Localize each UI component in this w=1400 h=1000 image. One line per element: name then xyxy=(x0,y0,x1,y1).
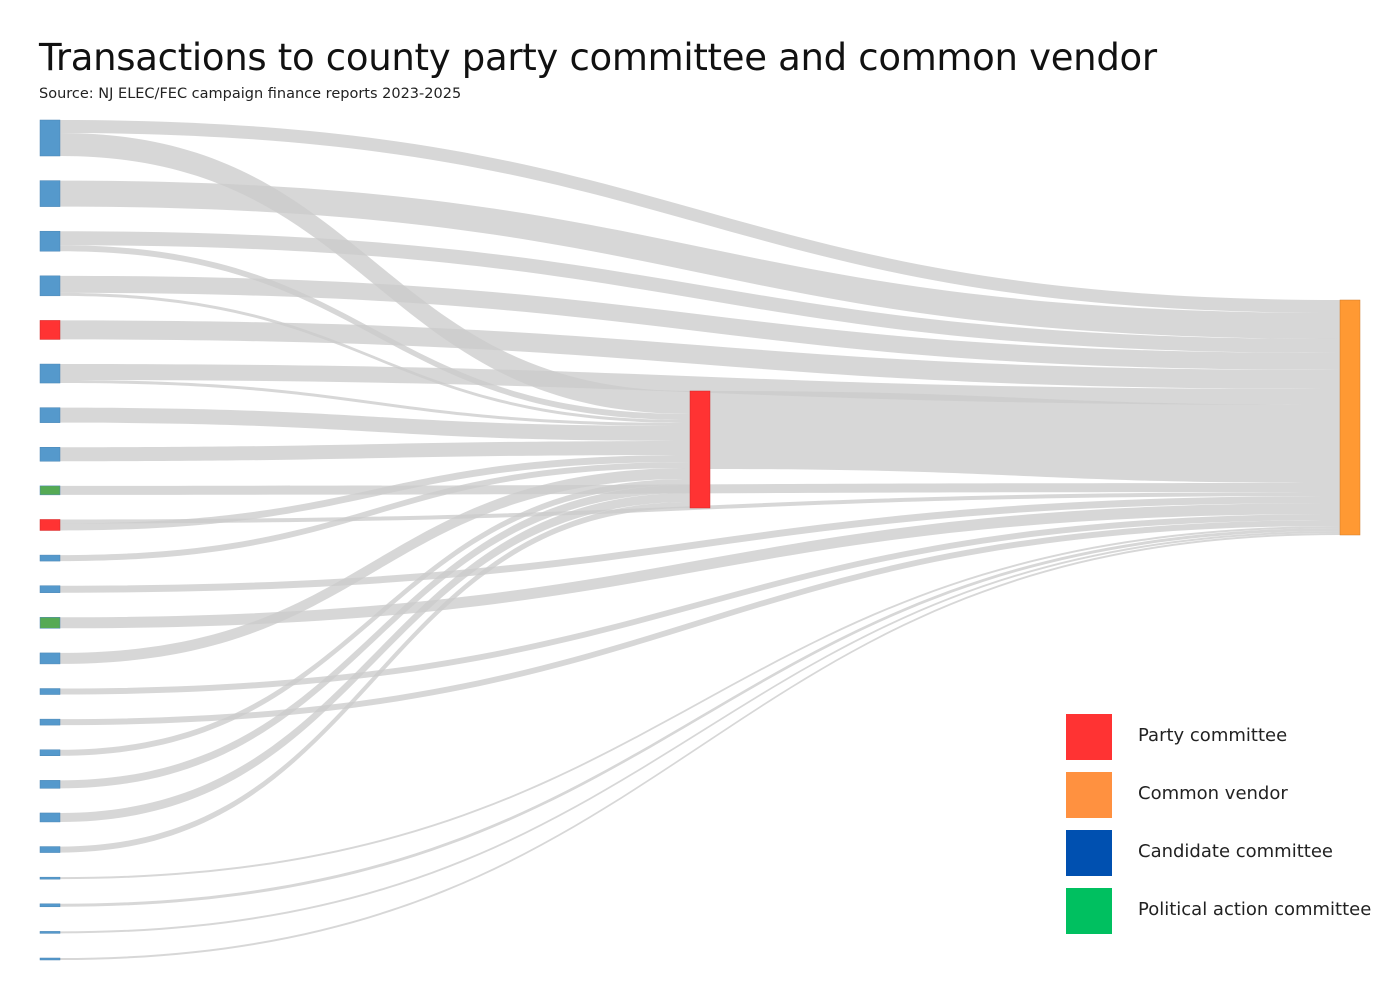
node-source-s23[interactable] xyxy=(39,957,61,961)
legend-item-political-action-committee[interactable]: Political action committee xyxy=(1066,888,1386,934)
flow-link-s0-to-county[interactable] xyxy=(60,133,690,414)
sankey-nodes xyxy=(39,119,1361,961)
legend-swatch-common-vendor xyxy=(1066,772,1112,818)
flow-link-s0-to-vendor[interactable] xyxy=(60,120,1340,313)
chart-subtitle: Source: NJ ELEC/FEC campaign finance rep… xyxy=(39,86,462,102)
legend-swatch-candidate-committee xyxy=(1066,830,1112,876)
flow-link-s13-to-county[interactable] xyxy=(60,468,690,664)
node-common-vendor[interactable] xyxy=(1339,299,1361,536)
flow-link-s7-to-county[interactable] xyxy=(60,441,690,462)
node-source-s3[interactable] xyxy=(39,275,61,297)
flow-link-s9-to-county[interactable] xyxy=(60,455,690,531)
legend-swatch-party-committee xyxy=(1066,714,1112,760)
chart-title: Transactions to county party committee a… xyxy=(39,36,1157,79)
flow-link-s6-to-county[interactable] xyxy=(60,407,690,441)
flow-link-county-to-vendor[interactable] xyxy=(710,391,1340,483)
legend-item-common-vendor[interactable]: Common vendor xyxy=(1066,772,1386,818)
legend-label-party-committee: Party committee xyxy=(1138,725,1288,746)
flow-link-s23-to-vendor[interactable] xyxy=(60,533,1340,960)
legend-item-party-committee[interactable]: Party committee xyxy=(1066,714,1386,760)
node-source-s17[interactable] xyxy=(39,780,61,789)
node-source-s18[interactable] xyxy=(39,812,61,823)
node-source-s21[interactable] xyxy=(39,903,61,908)
flow-link-s2-to-vendor[interactable] xyxy=(60,231,1340,353)
flow-link-s10-to-county[interactable] xyxy=(60,462,690,562)
flow-link-s12-to-vendor[interactable] xyxy=(60,503,1340,629)
flow-link-s15-to-vendor[interactable] xyxy=(60,520,1340,726)
node-source-s0[interactable] xyxy=(39,119,61,157)
flow-link-s11-to-vendor[interactable] xyxy=(60,496,1340,593)
flow-link-s17-to-county[interactable] xyxy=(60,485,690,789)
node-source-s5[interactable] xyxy=(39,363,61,384)
flow-link-s16-to-county[interactable] xyxy=(60,479,690,756)
flow-link-s14-to-vendor[interactable] xyxy=(60,514,1340,695)
node-source-s16[interactable] xyxy=(39,749,61,756)
legend-item-candidate-committee[interactable]: Candidate committee xyxy=(1066,830,1386,876)
node-source-s19[interactable] xyxy=(39,846,61,853)
flow-link-s5-to-county[interactable] xyxy=(60,380,690,426)
node-county-party-committee[interactable] xyxy=(689,390,711,509)
node-source-s1[interactable] xyxy=(39,180,61,207)
flow-link-s19-to-county[interactable] xyxy=(60,502,690,853)
flow-link-s22-to-vendor[interactable] xyxy=(60,531,1340,934)
sankey-links xyxy=(60,120,1340,960)
node-source-s6[interactable] xyxy=(39,407,61,423)
node-source-s10[interactable] xyxy=(39,554,61,562)
node-source-s11[interactable] xyxy=(39,585,61,593)
node-source-s14[interactable] xyxy=(39,688,61,695)
node-source-s8[interactable] xyxy=(39,485,61,496)
node-source-s15[interactable] xyxy=(39,718,61,726)
flow-link-s4-to-vendor[interactable] xyxy=(60,320,1340,389)
node-source-s2[interactable] xyxy=(39,230,61,252)
flow-link-s5-to-vendor[interactable] xyxy=(60,364,1340,405)
node-source-s7[interactable] xyxy=(39,447,61,462)
legend-label-common-vendor: Common vendor xyxy=(1138,783,1288,804)
node-source-s22[interactable] xyxy=(39,931,61,934)
node-source-s9[interactable] xyxy=(39,519,61,531)
node-source-s20[interactable] xyxy=(39,876,61,880)
node-source-s13[interactable] xyxy=(39,652,61,665)
flow-link-s20-to-vendor[interactable] xyxy=(60,526,1340,880)
flow-link-s18-to-county[interactable] xyxy=(60,493,690,822)
flow-link-s3-to-county[interactable] xyxy=(60,292,690,423)
legend-swatch-political-action-committee xyxy=(1066,888,1112,934)
node-source-s4[interactable] xyxy=(39,320,61,340)
flow-link-s3-to-vendor[interactable] xyxy=(60,275,1340,370)
legend-label-political-action-committee: Political action committee xyxy=(1138,899,1372,920)
legend-label-candidate-committee: Candidate committee xyxy=(1138,841,1333,862)
node-source-s12[interactable] xyxy=(39,617,61,629)
flow-link-s21-to-vendor[interactable] xyxy=(60,528,1340,907)
flow-link-s1-to-vendor[interactable] xyxy=(60,180,1340,339)
